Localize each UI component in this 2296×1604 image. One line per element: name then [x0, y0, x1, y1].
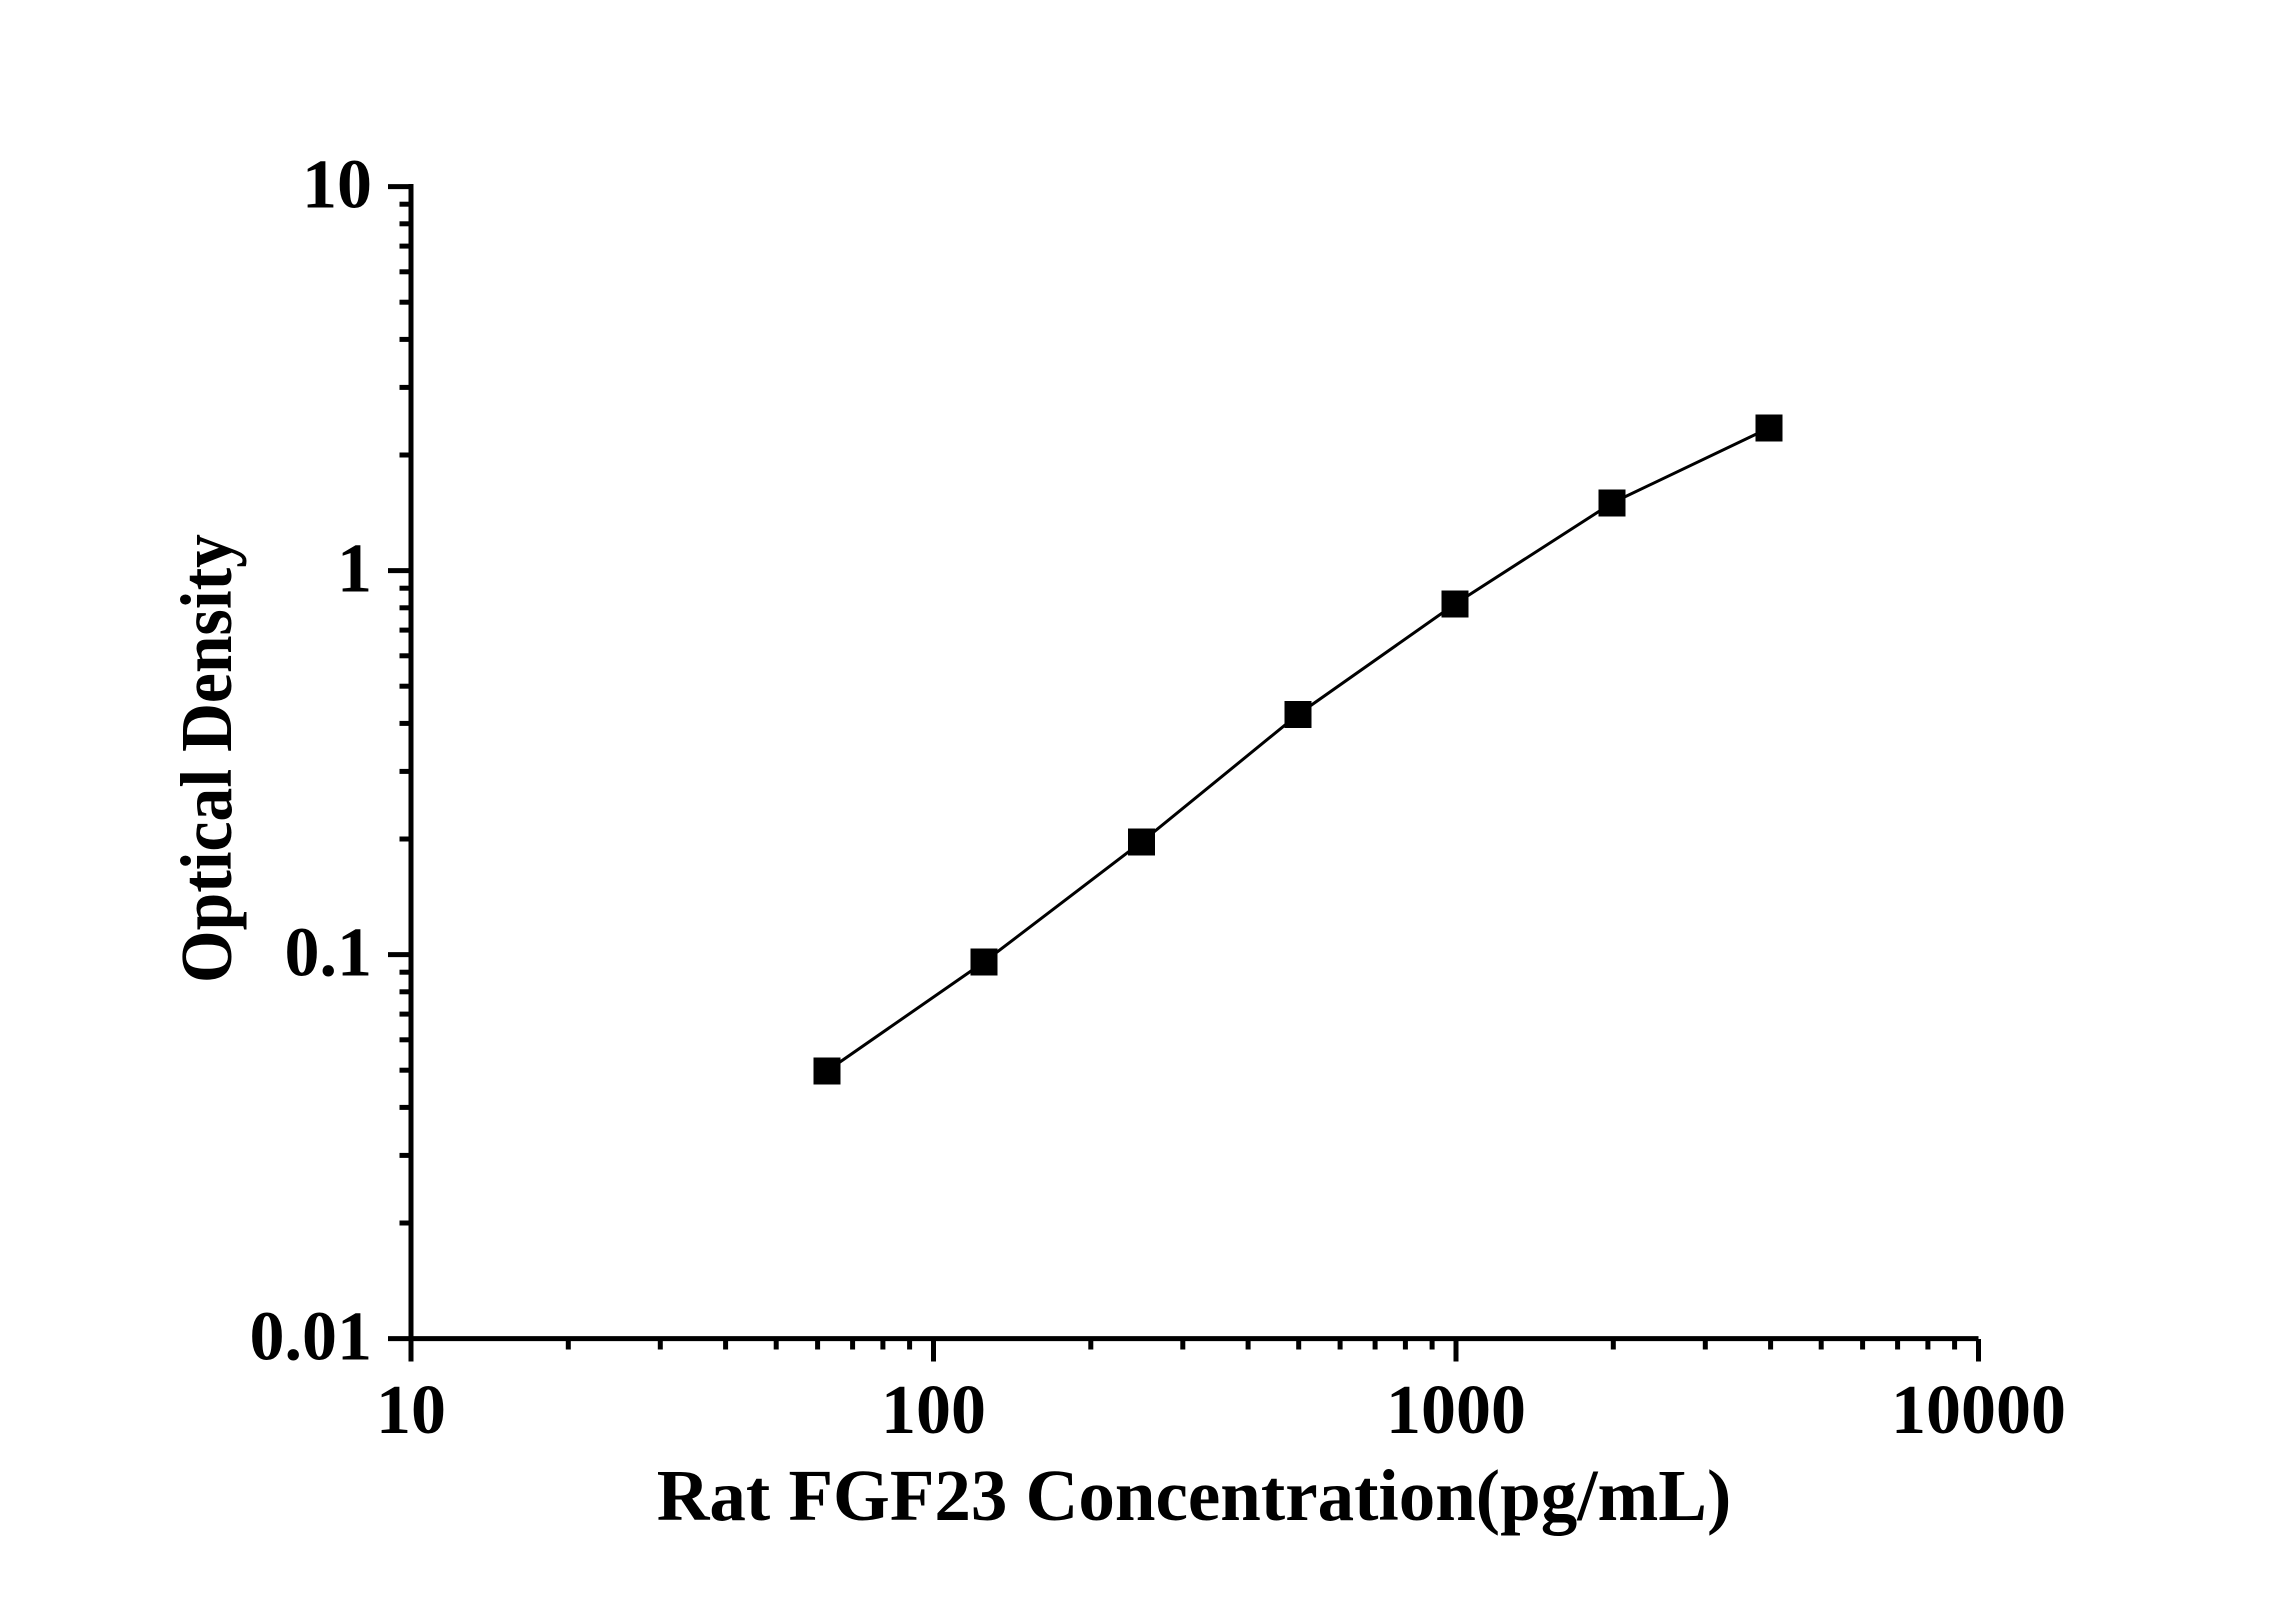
svg-text:10: 10 [376, 1372, 446, 1449]
svg-text:0.1: 0.1 [285, 915, 373, 992]
svg-text:10: 10 [302, 147, 372, 224]
svg-text:Optical Density: Optical Density [166, 534, 247, 983]
svg-text:0.01: 0.01 [250, 1299, 373, 1376]
svg-text:1000: 1000 [1386, 1372, 1526, 1449]
svg-text:1: 1 [337, 531, 372, 608]
svg-text:Rat FGF23 Concentration(pg/mL): Rat FGF23 Concentration(pg/mL) [657, 1455, 1732, 1536]
svg-text:100: 100 [881, 1372, 986, 1449]
svg-text:10000: 10000 [1891, 1372, 2066, 1449]
